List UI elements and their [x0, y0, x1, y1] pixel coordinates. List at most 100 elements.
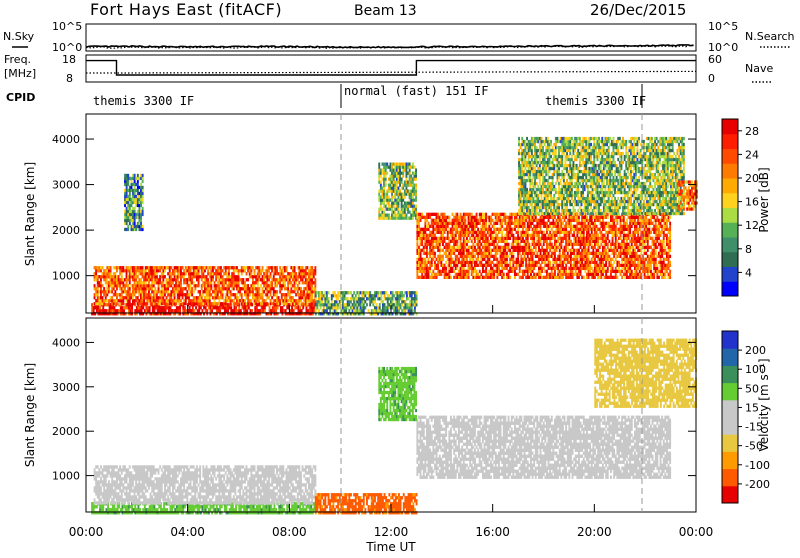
heatmap-cell	[437, 213, 439, 216]
heatmap-cell	[191, 293, 193, 296]
heatmap-cell	[383, 187, 385, 190]
heatmap-cell	[602, 273, 604, 276]
heatmap-cell	[123, 309, 125, 312]
heatmap-cell	[337, 297, 339, 300]
heatmap-cell	[522, 264, 524, 267]
heatmap-cell	[135, 272, 137, 275]
heatmap-cell	[418, 222, 420, 225]
heatmap-cell	[557, 267, 559, 270]
heatmap-cell	[143, 299, 145, 302]
heatmap-cell	[501, 234, 503, 237]
freq-right-label: Nave	[745, 62, 773, 75]
heatmap-cell	[262, 293, 264, 296]
heatmap-cell	[456, 255, 458, 258]
heatmap-cell	[376, 303, 378, 306]
heatmap-cell	[485, 222, 487, 225]
heatmap-cell	[378, 166, 380, 169]
heatmap-cell	[162, 272, 164, 275]
heatmap-cell	[116, 269, 118, 272]
heatmap-cell	[142, 225, 144, 228]
heatmap-cell	[266, 302, 268, 305]
heatmap-cell	[527, 240, 529, 243]
heatmap-cell	[562, 240, 564, 243]
heatmap-cell	[222, 296, 224, 299]
heatmap-cell	[238, 302, 240, 305]
heatmap-cell	[137, 296, 139, 299]
heatmap-cell	[265, 299, 267, 302]
heatmap-cell	[398, 202, 400, 205]
heatmap-cell	[275, 309, 277, 312]
heatmap-cell	[154, 287, 156, 290]
heatmap-cell	[363, 303, 365, 306]
heatmap-cell	[100, 287, 102, 290]
heatmap-cell	[212, 269, 214, 272]
heatmap-cell	[306, 306, 308, 309]
heatmap-cell	[428, 273, 430, 276]
heatmap-cell	[562, 276, 564, 279]
heatmap-cell	[286, 302, 288, 305]
heatmap-cell	[508, 243, 510, 246]
heatmap-cell	[289, 293, 291, 296]
heatmap-cell	[226, 293, 228, 296]
heatmap-cell	[233, 299, 235, 302]
heatmap-cell	[538, 234, 540, 237]
heatmap-cell	[159, 278, 161, 281]
heatmap-cell	[126, 272, 128, 275]
heatmap-cell	[460, 240, 462, 243]
heatmap-cell	[214, 266, 216, 269]
heatmap-cell	[185, 287, 187, 290]
heatmap-cell	[269, 306, 271, 309]
heatmap-cell	[314, 281, 316, 284]
heatmap-cell	[246, 272, 248, 275]
heatmap-cell	[382, 208, 384, 211]
heatmap-cell	[402, 175, 404, 178]
heatmap-cell	[174, 293, 176, 296]
freq-left-unit: [MHz]	[4, 67, 36, 80]
heatmap-cell	[401, 202, 403, 205]
heatmap-cell	[549, 231, 551, 234]
heatmap-cell	[305, 269, 307, 272]
heatmap-cell	[165, 309, 167, 312]
heatmap-cell	[496, 243, 498, 246]
heatmap-cell	[342, 300, 344, 303]
heatmap-cell	[495, 255, 497, 258]
heatmap-cell	[286, 266, 288, 269]
heatmap-cell	[183, 275, 185, 278]
heatmap-cell	[139, 207, 141, 210]
heatmap-cell	[126, 192, 128, 195]
heatmap-cell	[442, 234, 444, 237]
heatmap-cell	[525, 261, 527, 264]
heatmap-cell	[282, 272, 284, 275]
heatmap-cell	[432, 225, 434, 228]
heatmap-cell	[220, 266, 222, 269]
heatmap-cell	[485, 270, 487, 273]
heatmap-cell	[257, 281, 259, 284]
heatmap-cell	[501, 270, 503, 273]
heatmap-cell	[532, 255, 534, 258]
heatmap-cell	[142, 192, 144, 195]
heatmap-cell	[437, 267, 439, 270]
heatmap-cell	[233, 287, 235, 290]
heatmap-cell	[140, 183, 142, 186]
heatmap-cell	[533, 252, 535, 255]
heatmap-cell	[398, 208, 400, 211]
heatmap-cell	[194, 287, 196, 290]
heatmap-cell	[399, 190, 401, 193]
heatmap-cell	[613, 222, 615, 225]
heatmap-cell	[456, 213, 458, 216]
heatmap-cell	[388, 294, 390, 297]
heatmap-cell	[174, 272, 176, 275]
heatmap-cell	[344, 294, 346, 297]
heatmap-cell	[135, 228, 137, 231]
heatmap-cell	[516, 267, 518, 270]
heatmap-cell	[424, 231, 426, 234]
heatmap-cell	[615, 267, 617, 270]
heatmap-cell	[334, 291, 336, 294]
heatmap-cell	[202, 272, 204, 275]
heatmap-cell	[142, 201, 144, 204]
heatmap-cell	[525, 219, 527, 222]
heatmap-cell	[281, 287, 283, 290]
heatmap-cell	[402, 172, 404, 175]
heatmap-cell	[428, 228, 430, 231]
heatmap-cell	[170, 266, 172, 269]
